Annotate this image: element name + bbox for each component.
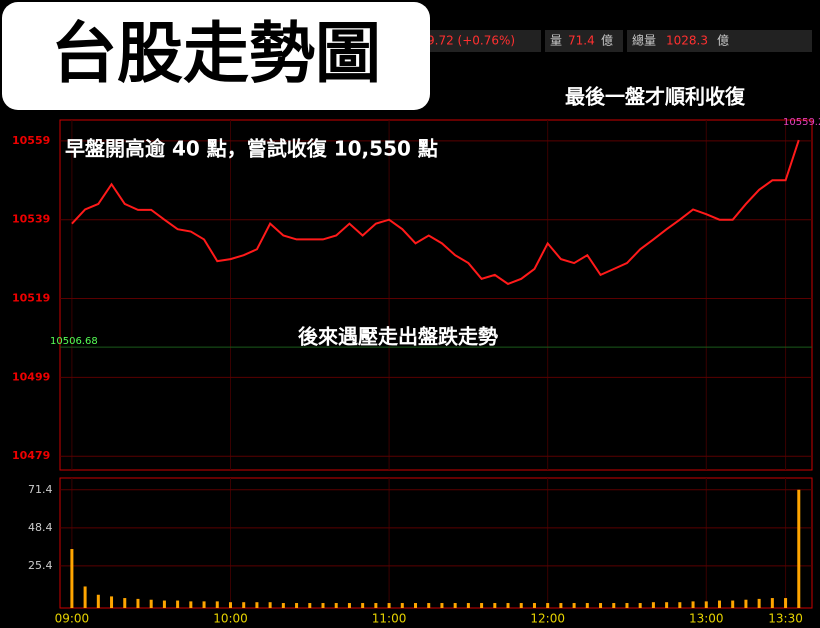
y-tick-label: 25.4 xyxy=(28,559,53,572)
volume-bar xyxy=(427,603,431,608)
y-tick-label: 10559 xyxy=(12,134,50,147)
volume-bar xyxy=(480,603,484,608)
volume-bar xyxy=(704,601,708,608)
volume-bar xyxy=(757,598,761,608)
volume-bar xyxy=(665,602,669,608)
x-tick-label: 13:00 xyxy=(689,612,724,626)
total-box xyxy=(627,30,812,52)
x-tick-label: 10:00 xyxy=(213,612,248,626)
price-line xyxy=(71,139,800,286)
volume-bar xyxy=(268,602,272,608)
volume-bar xyxy=(731,600,735,608)
reference-label: 10506.68 xyxy=(50,336,98,347)
volume-bar xyxy=(189,601,193,608)
volume-bar xyxy=(414,603,418,608)
volume-bar xyxy=(612,603,616,608)
volume-bar xyxy=(717,600,721,608)
volume-bar xyxy=(797,489,801,608)
volume-bar xyxy=(162,600,166,608)
volume-bar xyxy=(770,598,774,608)
y-tick-label: 10519 xyxy=(12,292,50,305)
volume-bar xyxy=(400,603,404,608)
volume-bar xyxy=(281,603,285,608)
total: 1028.3 xyxy=(666,34,708,48)
price-frame xyxy=(59,119,813,471)
volume-bar xyxy=(215,601,219,608)
volume-bar xyxy=(96,594,100,608)
volume-bar xyxy=(176,600,180,608)
volume-bar xyxy=(83,586,87,608)
volume-bar xyxy=(559,603,563,608)
volume-bar xyxy=(572,603,576,608)
volume-bar xyxy=(374,603,378,608)
volume-bar xyxy=(638,603,642,608)
volume-frame xyxy=(59,477,813,609)
volume-bar xyxy=(532,603,536,608)
y-tick-label: 10499 xyxy=(12,370,50,383)
volume-bar xyxy=(321,603,325,608)
volume-bar xyxy=(136,598,140,608)
x-tick-label: 12:00 xyxy=(530,612,565,626)
volume-bar xyxy=(295,603,299,608)
volume-bar xyxy=(347,603,351,608)
y-tick-label: 48.4 xyxy=(28,521,53,534)
volume-bar xyxy=(453,603,457,608)
volume-bar xyxy=(308,603,312,608)
volume-bar xyxy=(242,602,246,608)
volume-bar xyxy=(149,599,153,608)
volume-bar xyxy=(625,603,629,608)
y-tick-label: 10539 xyxy=(12,213,50,226)
volume-bar xyxy=(506,603,510,608)
plots: 10559 10539 10519 10499 10479 10506.68 10559.2… xyxy=(12,117,820,626)
volume-bar xyxy=(334,603,338,608)
overlay-title: 台股走勢圖 xyxy=(51,15,381,92)
volume-bar xyxy=(123,598,127,608)
volume-bar xyxy=(255,602,259,608)
volume-box xyxy=(545,30,623,52)
volume-bar xyxy=(585,603,589,608)
volume-unit: 億 xyxy=(601,34,613,48)
volume-bar xyxy=(546,603,550,608)
annotation: 後來遇壓走出盤跌走勢 xyxy=(298,325,498,349)
volume-label: 量 xyxy=(550,34,562,48)
title-box xyxy=(2,2,430,110)
volume-bar xyxy=(691,601,695,608)
volume-bar xyxy=(228,602,232,608)
volume-bar xyxy=(519,603,523,608)
volume-bar xyxy=(70,549,74,608)
x-tick-label: 09:00 xyxy=(55,612,90,626)
volume-bar xyxy=(110,596,114,608)
y-tick-label: 10479 xyxy=(12,449,50,462)
volume-bar xyxy=(651,602,655,608)
volume-bar xyxy=(440,603,444,608)
total-unit: 億 xyxy=(717,34,729,48)
y-tick-label: 71.4 xyxy=(28,483,53,496)
volume-bar xyxy=(361,603,365,608)
x-tick-label: 13:30 xyxy=(768,612,803,626)
volume-bar xyxy=(784,598,788,608)
volume-bar xyxy=(493,603,497,608)
x-tick-label: 11:00 xyxy=(372,612,407,626)
change: 9.72 (+0.76%) xyxy=(427,34,515,48)
change-box xyxy=(425,30,541,52)
annotation: 最後一盤才順利收復 xyxy=(565,85,746,109)
total-label: 總量 xyxy=(632,33,656,48)
volume-bar xyxy=(466,603,470,608)
volume-bar xyxy=(599,603,603,608)
volume-bar xyxy=(202,601,206,608)
volume: 71.4 xyxy=(568,34,595,48)
annotation: 早盤開高逾 40 點，嘗試收復 10,550 點 xyxy=(65,137,438,161)
last-price-label: 10559.2 xyxy=(783,117,820,128)
header-bar: 9.72 (+0.76%) 量 71.4 億 總量 1028.3 億 xyxy=(425,30,812,52)
volume-bar xyxy=(678,602,682,608)
volume-bar xyxy=(387,603,391,608)
volume-bar xyxy=(744,599,748,608)
